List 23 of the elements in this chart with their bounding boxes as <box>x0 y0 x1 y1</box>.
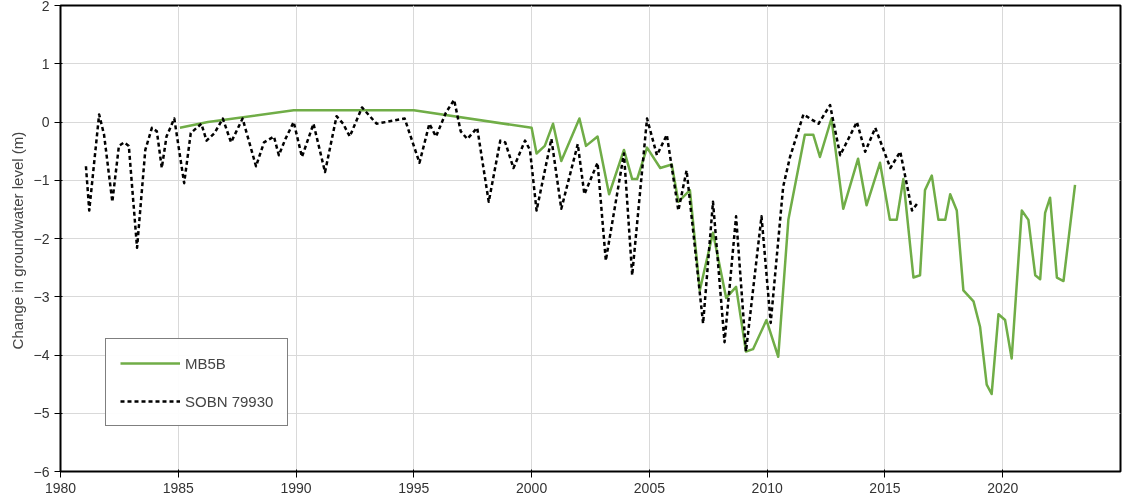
y-tick-label: −3 <box>33 288 50 305</box>
y-axis-title: Change in groundwater level (m) <box>8 131 26 350</box>
y-tick-label: −5 <box>33 405 50 422</box>
legend-label: MB5B <box>185 354 226 372</box>
line-series <box>178 109 1077 396</box>
y-tick-label: 2 <box>41 0 50 14</box>
x-tick-label: 1980 <box>44 479 77 496</box>
x-tick-label: 2010 <box>751 479 783 496</box>
x-tick-label: 1995 <box>398 479 430 496</box>
y-tick-label: 0 <box>41 114 50 130</box>
y-tick-label: −4 <box>33 347 50 363</box>
x-tick-label: 1990 <box>280 479 312 496</box>
y-tick-label: −6 <box>33 463 50 480</box>
x-tick-label: 1985 <box>162 479 195 496</box>
x-tick-label: 2015 <box>869 479 901 496</box>
y-tick-label: −2 <box>33 230 50 247</box>
y-tick-label: 1 <box>41 55 50 72</box>
x-tick-label: 2005 <box>633 479 666 496</box>
y-tick-label: −1 <box>33 172 50 189</box>
x-tick-label: 2020 <box>987 479 1019 496</box>
line-series <box>84 98 920 353</box>
x-tick-label: 2000 <box>516 479 548 496</box>
legend-label: SOBN 79930 <box>185 392 274 410</box>
